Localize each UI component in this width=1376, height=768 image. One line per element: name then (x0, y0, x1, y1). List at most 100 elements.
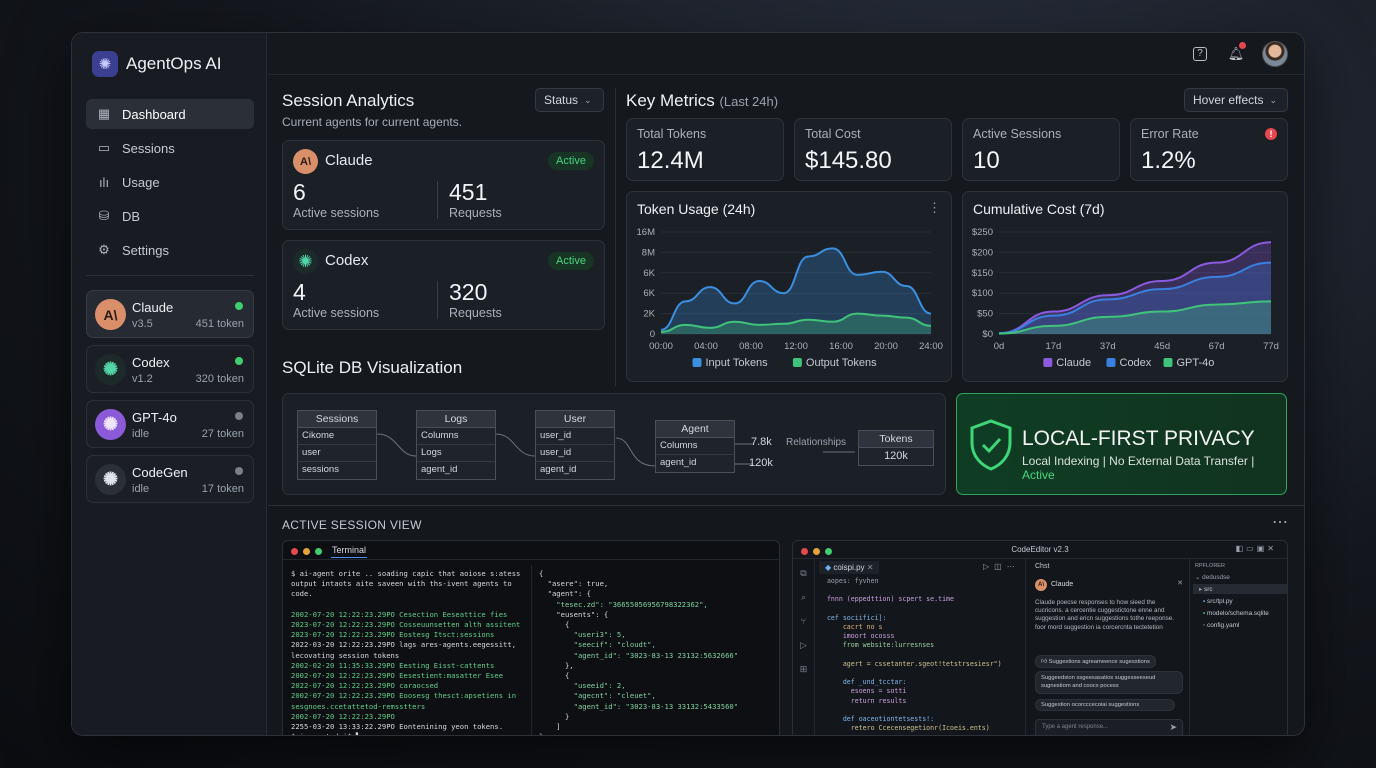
code-content[interactable]: aopes: fyvhen fnnn (eppedttion) scpert s… (819, 577, 1019, 735)
minimize-dot[interactable] (303, 548, 310, 555)
source-control-icon[interactable]: ⑂ (800, 616, 807, 626)
file-tab[interactable]: ◆ coispi.py ✕ (819, 561, 880, 574)
code-line: cacrt no s (819, 623, 883, 632)
agent-item-codegen[interactable]: ✺ CodeGen idle 17 token (86, 455, 254, 503)
tree-item[interactable]: ▪ modelo/schema.sqlite (1203, 610, 1269, 617)
chat-input-placeholder: Type a agent response... (1042, 724, 1109, 730)
terminal-line (291, 600, 527, 610)
agent-item-gpt-4o[interactable]: ✺ GPT-4o idle 27 token (86, 400, 254, 448)
db-table-agent[interactable]: Agent Columns agent_id (655, 420, 735, 473)
maximize-dot[interactable] (315, 548, 322, 555)
bell-icon[interactable]: 🔔︎ (1226, 42, 1246, 64)
send-icon[interactable]: ➤ (1169, 722, 1177, 732)
chevron-down-icon: ⌄ (1195, 574, 1201, 581)
session-card-claude[interactable]: A\ Claude Active 6 Active sessions 451 R… (282, 140, 605, 230)
window-controls (291, 548, 322, 555)
close-chat-icon[interactable]: ✕ (1177, 580, 1183, 587)
series-area (999, 301, 1271, 334)
metric-value: 12.4M (637, 147, 704, 174)
terminal-panel[interactable]: Terminal $ ai-agent orite .. soading cap… (282, 540, 780, 735)
legend-swatch (1106, 358, 1116, 367)
hover-effects-dropdown[interactable]: Hover effects ⌄ (1184, 88, 1288, 112)
pane-divider (531, 565, 532, 735)
nav-item-db[interactable]: ⛁ DB (86, 201, 254, 231)
db-table-row: agent_id (660, 457, 697, 468)
db-table-row: Columns (656, 438, 734, 455)
close-tab-icon[interactable]: ✕ (866, 563, 874, 572)
topbar: ? 🔔︎ (268, 33, 1304, 75)
agent-tokens: 320 token (195, 373, 244, 385)
db-table-sessions[interactable]: Sessions Cikome user sessions (297, 410, 377, 480)
tree-item[interactable]: ▫ config.yaml (1203, 622, 1239, 629)
key-metrics-title: Key Metrics (Last 24h) (626, 91, 778, 111)
close-dot[interactable] (801, 548, 808, 555)
metric-card-active-sessions[interactable]: Active Sessions 10 (962, 118, 1120, 181)
tree-item-label: modelo/schema.sqlite (1207, 610, 1269, 617)
dropdown-label: Status (544, 93, 579, 107)
extensions-icon[interactable]: ⊞ (799, 664, 808, 674)
explorer-root[interactable]: ⌄ dedusdse (1195, 573, 1230, 581)
nav-item-dashboard[interactable]: ▦ Dashboard (86, 99, 254, 129)
search-icon[interactable]: ⌕ (800, 592, 807, 602)
chevron-down-icon: ⌄ (584, 94, 592, 105)
close-dot[interactable] (291, 548, 298, 555)
suggestion-chip[interactable]: 👍︎ Suggestions agreameence sugesstions (1035, 655, 1156, 668)
tree-item[interactable]: ▸ src (1199, 585, 1213, 593)
explorer-root-label: dedusdse (1202, 574, 1230, 581)
chat-name: Claude (1051, 581, 1074, 588)
avatar[interactable] (1262, 41, 1288, 67)
db-table-name: User (536, 411, 614, 428)
session-card-codex[interactable]: ✺ Codex Active 4 Active sessions 320 Req… (282, 240, 605, 330)
divider (437, 281, 438, 319)
y-tick-label: 0 (650, 329, 655, 340)
agent-item-codex[interactable]: ✺ Codex v1.2 320 token (86, 345, 254, 393)
editor-actions[interactable]: ▷◫⋯ (983, 562, 1020, 571)
files-icon[interactable]: ⧉ (800, 568, 807, 578)
brand[interactable]: ✺ AgentOps AI (92, 51, 221, 77)
db-table-tokens[interactable]: Tokens 120k (858, 430, 934, 466)
status-dot (235, 357, 243, 365)
tab-terminal[interactable]: Terminal (331, 545, 368, 558)
more-options-icon[interactable]: ⋮ (928, 200, 941, 215)
legend-swatch (1043, 358, 1053, 367)
nav-item-sessions[interactable]: ▭ Sessions (86, 133, 254, 163)
openai-logo-icon: ✺ (95, 354, 126, 385)
code-editor-panel[interactable]: CodeEditor v2.3 ◧▭▣✕ ⧉ ⌕ ⑂ ▷ ⊞ ◆ coispi.py ✕… (792, 540, 1288, 735)
y-tick-label: $100 (972, 288, 993, 299)
suggestion-chip[interactable]: Suggeedsion ssgeesasatios suggesseeseud … (1035, 671, 1183, 694)
chevron-down-icon: ⌄ (1269, 94, 1278, 105)
suggestion-chip[interactable]: Suggestion ocorcccecoiai suggestions (1035, 699, 1175, 711)
agent-item-claude[interactable]: A\ Claude v3.5 451 token (86, 290, 254, 338)
terminal-line: 2255-03-20 13:33:22.29PO Eontenining yeo… (291, 722, 504, 732)
dropdown-label: Hover effects (1193, 93, 1264, 107)
chat-tab[interactable]: Chst (1035, 563, 1050, 570)
run-icon[interactable]: ▷ (800, 640, 807, 650)
terminal-line: 2002-07-20 12:22:23.29PO Eoosesg thesct:… (291, 691, 517, 701)
metric-card-error-rate[interactable]: Error Rate 1.2% ! (1130, 118, 1288, 181)
metric-value: 10 (973, 147, 1000, 174)
terminal-line: 2002-02-20 11:35:33.29PO Eesting Eisst-c… (291, 660, 495, 670)
minimize-dot[interactable] (813, 548, 820, 555)
metric-card-total-tokens[interactable]: Total Tokens 12.4M (626, 118, 784, 181)
pane-divider (1189, 559, 1190, 735)
nav-label: Usage (122, 174, 160, 190)
x-tick-label: 17d (1045, 341, 1061, 352)
maximize-dot[interactable] (825, 548, 832, 555)
db-table-user[interactable]: User user_id user_id agent_id (535, 410, 615, 480)
code-line: agert = cssetanter.sgeot!tetstrsesiesr") (819, 659, 1002, 668)
x-tick-label: 0d (994, 341, 1005, 352)
layout-icons[interactable]: ◧▭▣✕ (1235, 544, 1277, 553)
status-dropdown[interactable]: Status ⌄ (535, 88, 604, 112)
json-line: "useeid": 2, (539, 681, 626, 691)
tree-item[interactable]: ▪ src/tpl.py (1203, 598, 1233, 605)
nav-item-settings[interactable]: ⚙ Settings (86, 235, 254, 265)
chat-input[interactable]: Type a agent response... ➤ (1035, 719, 1183, 735)
db-table-logs[interactable]: Logs Columns Logs agent_id (416, 410, 496, 480)
agent-name: CodeGen (132, 465, 188, 480)
metric-card-total-cost[interactable]: Total Cost $145.80 (794, 118, 952, 181)
more-horizontal-icon[interactable]: ⋯ (1272, 514, 1288, 531)
agent-name: Claude (132, 300, 174, 315)
nav-item-usage[interactable]: ılı Usage (86, 167, 254, 197)
help-icon[interactable]: ? (1190, 44, 1210, 64)
active-session-view: ACTIVE SESSION VIEW ⋯ Terminal $ ai-agen… (268, 505, 1304, 735)
